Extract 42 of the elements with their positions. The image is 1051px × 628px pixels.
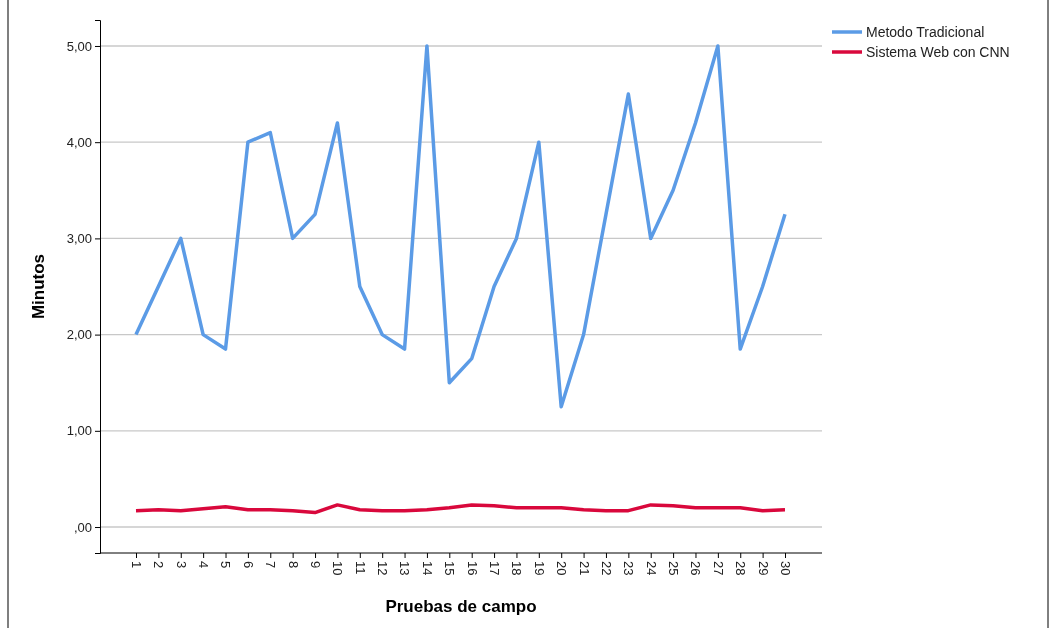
x-tick-label: 13 xyxy=(397,561,413,576)
legend-label: Metodo Tradicional xyxy=(866,23,985,40)
x-tick-label: 3 xyxy=(173,561,189,569)
x-tick-label: 2 xyxy=(151,561,167,569)
x-tick-label: 5 xyxy=(218,561,234,569)
x-tick-label: 27 xyxy=(710,561,726,576)
x-tick-label: 21 xyxy=(576,561,592,576)
y-tick-label: 2,00 xyxy=(66,327,92,343)
x-tick-label: 18 xyxy=(509,561,525,576)
y-tick-label: ,00 xyxy=(73,519,92,535)
y-tick-label: 1,00 xyxy=(66,423,92,439)
x-tick-label: 4 xyxy=(196,561,212,569)
x-tick-label: 30 xyxy=(777,561,793,576)
x-tick-label: 16 xyxy=(464,561,480,576)
x-tick-label: 20 xyxy=(554,561,570,576)
legend-label: Sistema Web con CNN xyxy=(866,43,1010,60)
x-tick-label: 23 xyxy=(621,561,637,576)
x-tick-label: 9 xyxy=(307,561,323,569)
x-tick-label: 22 xyxy=(598,561,614,576)
x-tick-label: 28 xyxy=(733,561,749,576)
y-tick-label: 4,00 xyxy=(66,134,92,150)
x-tick-label: 24 xyxy=(643,561,659,576)
x-tick-label: 10 xyxy=(330,561,346,576)
x-tick-label: 26 xyxy=(688,561,704,576)
x-tick-label: 7 xyxy=(263,561,279,569)
x-tick-label: 8 xyxy=(285,561,301,569)
x-tick-label: 11 xyxy=(352,561,368,575)
y-tick-label: 5,00 xyxy=(66,38,92,54)
x-tick-label: 12 xyxy=(375,561,391,576)
x-tick-label: 19 xyxy=(531,561,547,576)
x-tick-label: 6 xyxy=(240,561,256,569)
x-axis-title: Pruebas de campo xyxy=(385,597,537,616)
x-tick-label: 15 xyxy=(442,561,458,576)
line-series xyxy=(134,503,787,515)
y-axis-title: Minutos xyxy=(29,253,48,320)
x-tick-label: 1 xyxy=(128,561,144,569)
x-tick-label: 17 xyxy=(487,561,503,576)
x-tick-label: 14 xyxy=(419,561,435,576)
x-tick-label: 25 xyxy=(666,561,682,576)
y-tick-label: 3,00 xyxy=(66,231,92,247)
line-series xyxy=(134,44,787,409)
x-tick-label: 29 xyxy=(755,561,771,576)
